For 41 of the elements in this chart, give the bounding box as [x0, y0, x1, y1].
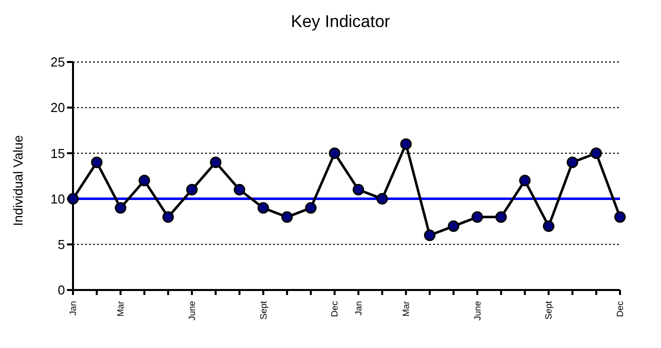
chart-title: Key Indicator: [290, 11, 392, 33]
y-tick-label: 10: [50, 191, 65, 206]
point: [186, 184, 198, 196]
point: [566, 156, 578, 168]
point: [162, 211, 174, 223]
y-axis-title: Individual Value: [10, 135, 26, 226]
point: [519, 174, 531, 186]
y-tick-label: 20: [50, 100, 65, 116]
y-tick-label: 5: [58, 237, 65, 252]
point: [328, 147, 340, 159]
point: [472, 211, 484, 223]
x-tick-label: Jan: [68, 301, 78, 316]
point: [448, 220, 460, 232]
point: [91, 156, 103, 168]
y-tick-label: 0: [58, 282, 65, 298]
point: [590, 147, 602, 159]
x-tick-label: June: [472, 301, 482, 321]
x-tick-label: Dec: [330, 300, 340, 318]
point: [234, 184, 246, 196]
x-tick-label: Jan: [353, 301, 364, 316]
point: [305, 202, 317, 214]
x-tick-label: Dec: [615, 300, 625, 318]
point: [424, 230, 436, 242]
point: [281, 211, 293, 223]
point: [210, 156, 222, 168]
point: [138, 174, 150, 186]
point: [542, 220, 554, 232]
x-tick-label: Mar: [400, 301, 411, 316]
point: [614, 211, 626, 223]
point: [258, 202, 270, 214]
x-tick-label: June: [186, 301, 197, 321]
x-tick-label: Sept: [544, 300, 554, 320]
point: [352, 184, 364, 196]
point: [376, 193, 388, 205]
point: [114, 202, 126, 214]
y-tick-label: 25: [50, 54, 65, 70]
x-tick-label: Mar: [116, 301, 126, 316]
y-tick-label: 15: [50, 146, 65, 161]
point: [495, 211, 507, 223]
x-tick-label: Sept: [258, 300, 268, 320]
point: [400, 138, 412, 150]
